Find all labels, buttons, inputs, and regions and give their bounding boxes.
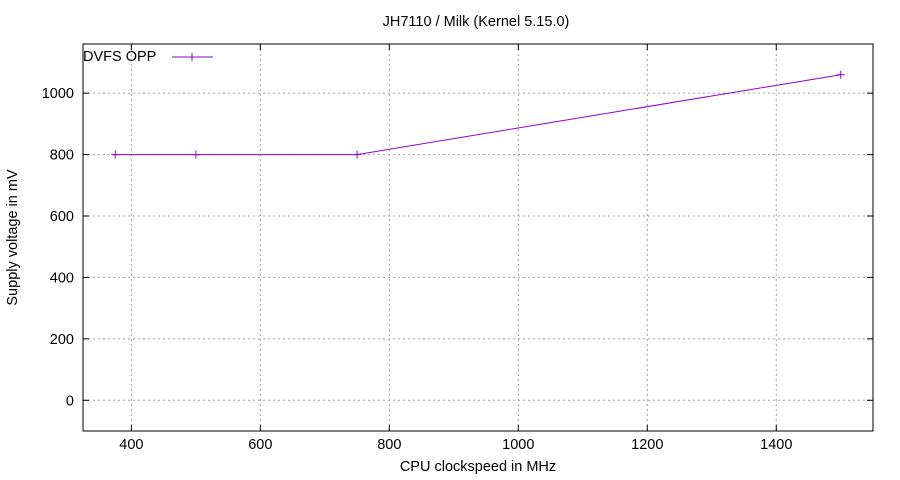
- y-tick-label: 600: [50, 209, 74, 225]
- data-point: [191, 150, 200, 159]
- x-tick-label: 1000: [502, 437, 534, 453]
- x-tick-label: 600: [248, 437, 272, 453]
- x-tick-label: 1200: [631, 437, 663, 453]
- y-tick-label: 200: [50, 332, 74, 348]
- legend-marker: [188, 53, 196, 61]
- legend: DVFS OPP: [83, 49, 213, 65]
- series-layer: [111, 70, 845, 159]
- axes: 400 600 800 1000 1200 1400 0 200 400 600 800 1000: [42, 44, 873, 453]
- chart-title: JH7110 / Milk (Kernel 5.15.0): [383, 14, 570, 30]
- y-tick-label: 800: [50, 148, 74, 164]
- series-line: [115, 74, 841, 156]
- grid-lines: [83, 44, 873, 431]
- x-tick-label: 800: [377, 437, 401, 453]
- plot-frame: [82, 43, 874, 432]
- y-tick-label: 1000: [42, 86, 74, 102]
- x-tick-label: 1400: [760, 437, 792, 453]
- data-point: [111, 150, 120, 159]
- y-axis-label: Supply voltage in mV: [5, 169, 21, 306]
- x-axis-label: CPU clockspeed in MHz: [400, 459, 556, 475]
- y-tick-label: 0: [66, 393, 74, 409]
- x-tick-label: 400: [119, 437, 143, 453]
- y-tick-label: 400: [50, 270, 74, 286]
- data-point: [836, 70, 845, 79]
- legend-label: DVFS OPP: [83, 49, 156, 65]
- data-point: [353, 150, 362, 159]
